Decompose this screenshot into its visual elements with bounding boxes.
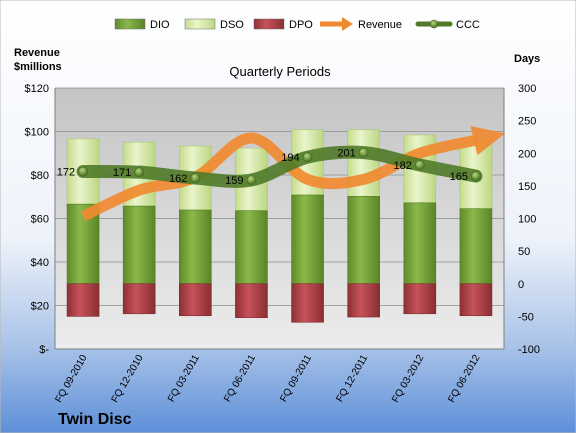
dpo-bar [459, 283, 493, 317]
legend-swatch-dio [114, 18, 146, 30]
legend-swatch-dpo [253, 18, 285, 30]
ccc-data-label: 182 [393, 160, 411, 172]
legend-label-ccc: CCC [456, 19, 480, 31]
ccc-data-label: 194 [281, 152, 299, 164]
dio-bar [122, 205, 156, 285]
ccc-data-label: 172 [57, 167, 75, 179]
ccc-data-label: 171 [113, 167, 131, 179]
left-tick-label: $60 [31, 214, 49, 226]
right-axis-title: Days [514, 53, 540, 65]
right-tick-label: 50 [518, 246, 530, 258]
dpo-bar [66, 283, 100, 317]
legend-label-revenue: Revenue [358, 19, 402, 31]
ccc-series: 172 171 162 159 194 201 182 165 [57, 145, 483, 188]
dio-bar [459, 208, 493, 285]
ccc-marker [358, 147, 369, 158]
revenue-arrowhead [470, 126, 506, 156]
ccc-marker [415, 160, 425, 170]
right-tick-label: -50 [518, 311, 534, 323]
dio-bar [403, 202, 437, 285]
ccc-marker [471, 171, 481, 181]
right-tick-label: 100 [518, 214, 536, 226]
legend-label-dso: DSO [220, 19, 244, 31]
dpo-bar [403, 283, 437, 315]
left-tick-label: $40 [31, 257, 49, 269]
ccc-marker [134, 167, 144, 177]
ccc-marker [190, 173, 201, 183]
chart-title: Quarterly Periods [229, 64, 331, 79]
ccc-marker [78, 166, 88, 177]
right-tick-label: 200 [518, 148, 536, 160]
left-tick-label: $80 [31, 170, 49, 182]
dio-bar [347, 196, 380, 285]
dpo-bar [179, 283, 212, 317]
dpo-bar [122, 283, 156, 315]
right-tick-label: 300 [518, 83, 536, 95]
left-tick-label: $20 [31, 301, 49, 313]
left-axis-title-line2: $millions [14, 61, 62, 73]
ccc-marker [246, 175, 257, 185]
legend-swatch-ccc-marker [429, 19, 439, 29]
left-axis-title-line1: Revenue [14, 47, 60, 59]
dio-bar [235, 210, 268, 285]
left-tick-label: $100 [25, 127, 49, 139]
ccc-data-label: 165 [450, 171, 468, 183]
dpo-bar [347, 283, 380, 318]
right-tick-label: 250 [518, 116, 536, 128]
company-name: Twin Disc [58, 411, 132, 428]
ccc-data-label: 162 [169, 173, 187, 185]
revenue-line [80, 132, 478, 222]
ccc-marker [302, 152, 313, 162]
ccc-data-label: 159 [225, 175, 243, 187]
legend: DIO DSO DPO Revenue CCC [114, 17, 480, 31]
legend-swatch-dso [184, 18, 216, 30]
legend-swatch-revenue-head [342, 17, 353, 31]
legend-label-dio: DIO [150, 19, 170, 31]
legend-label-dpo: DPO [289, 19, 313, 31]
dpo-bar [235, 283, 268, 318]
dio-bar [291, 194, 324, 285]
ccc-data-label: 201 [337, 148, 355, 160]
right-tick-label: 0 [518, 279, 524, 291]
right-tick-label: 150 [518, 181, 536, 193]
left-tick-label: $- [39, 344, 49, 356]
revenue-series [80, 126, 506, 222]
right-tick-label: -100 [518, 344, 540, 356]
left-tick-label: $120 [25, 83, 49, 95]
dpo-bar [291, 283, 324, 323]
dio-bar [179, 209, 212, 285]
